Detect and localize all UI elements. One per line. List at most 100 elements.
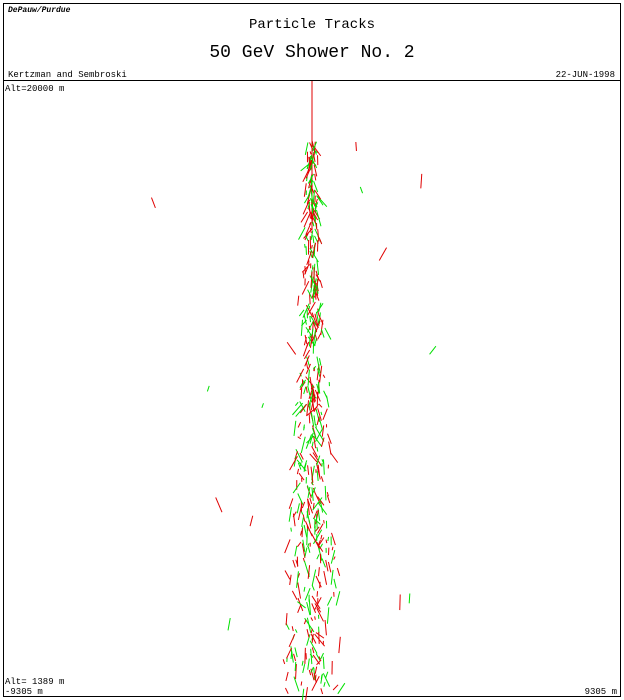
track [331, 532, 336, 546]
track [309, 453, 318, 463]
track [327, 561, 332, 573]
track [311, 633, 314, 643]
track [312, 221, 315, 227]
track [292, 511, 297, 518]
track [313, 141, 316, 156]
track [313, 510, 318, 520]
track [298, 472, 305, 481]
track [311, 427, 317, 440]
track [318, 237, 323, 245]
track [292, 482, 301, 494]
track [316, 455, 321, 466]
track [315, 541, 324, 552]
track [317, 496, 325, 506]
bottom-altitude: Alt= 1389 m [5, 677, 64, 687]
track [304, 142, 309, 156]
track [306, 435, 314, 444]
track [327, 433, 332, 444]
track [316, 608, 324, 622]
track [297, 601, 306, 609]
track [296, 571, 299, 588]
track [311, 384, 314, 398]
track [312, 365, 317, 370]
track [316, 416, 320, 425]
track [303, 524, 308, 538]
track [306, 511, 311, 524]
track [315, 575, 322, 588]
track [308, 334, 311, 347]
track [304, 266, 306, 274]
track [330, 549, 336, 564]
track [289, 574, 292, 586]
track [322, 656, 325, 669]
track [305, 386, 308, 393]
track [307, 486, 311, 498]
track [309, 151, 312, 155]
track [332, 684, 339, 691]
x-max-label: 9305 m [585, 687, 617, 697]
track [318, 543, 324, 550]
track [316, 195, 324, 206]
track [303, 336, 307, 346]
track [296, 468, 300, 475]
track [321, 558, 326, 568]
title: Particle Tracks [249, 17, 375, 33]
track [311, 647, 315, 654]
track [294, 647, 298, 658]
track [309, 247, 319, 263]
track [300, 681, 303, 686]
track [336, 567, 341, 576]
track [302, 270, 305, 279]
frame [3, 3, 621, 697]
track [301, 517, 304, 527]
track [312, 517, 321, 525]
track [317, 368, 321, 377]
track [288, 498, 294, 509]
track [317, 464, 321, 477]
track [308, 208, 317, 224]
track [312, 286, 318, 297]
track [310, 164, 313, 171]
track [317, 408, 322, 421]
track [337, 682, 346, 695]
track [311, 595, 321, 609]
track [317, 229, 320, 242]
track [328, 441, 332, 455]
track [306, 617, 312, 633]
track [293, 676, 300, 692]
track [326, 395, 330, 408]
track [316, 277, 319, 287]
track [310, 466, 314, 483]
track [311, 328, 314, 336]
track [314, 189, 322, 200]
track [310, 271, 313, 288]
track [314, 389, 321, 402]
track [311, 140, 314, 146]
track [310, 392, 317, 399]
track [309, 497, 313, 505]
track [297, 493, 304, 505]
track [308, 305, 311, 310]
track [303, 314, 307, 325]
track [308, 159, 313, 169]
track [312, 235, 315, 244]
date: 22-JUN-1998 [556, 70, 615, 80]
track [325, 539, 328, 544]
track [300, 436, 306, 454]
track [307, 565, 311, 579]
track [320, 652, 324, 660]
track [300, 163, 310, 172]
track [311, 244, 313, 249]
track [284, 687, 289, 694]
track [297, 604, 302, 613]
track [320, 411, 323, 416]
track [309, 142, 314, 150]
track [298, 227, 306, 240]
track [310, 628, 313, 634]
track [320, 437, 325, 447]
track [310, 617, 314, 621]
track [310, 633, 317, 644]
track [297, 436, 301, 440]
track [311, 242, 317, 258]
